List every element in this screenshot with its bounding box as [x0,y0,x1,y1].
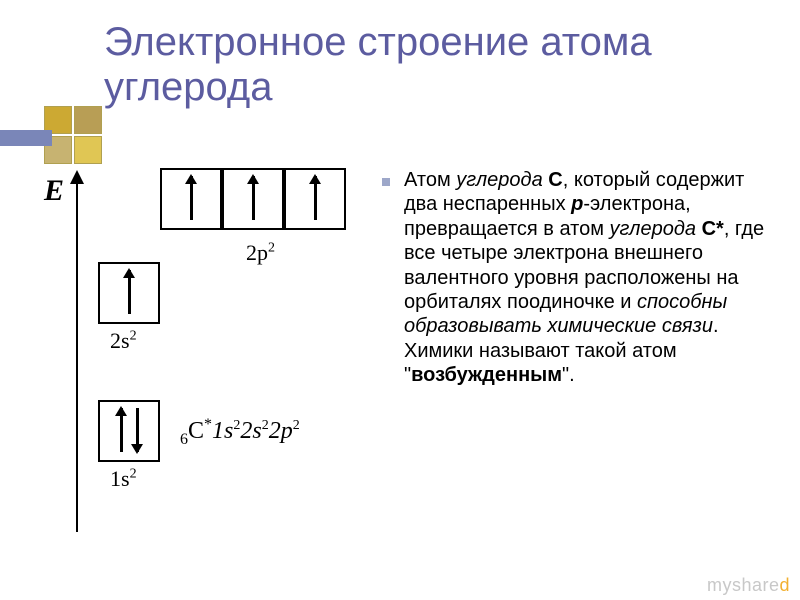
content-area: E 2p2 2s2 1s2 6C*1s22s22p2 Атом углерода C,… [40,168,772,580]
electron-configuration: 6C*1s22s22p2 [180,416,300,449]
energy-diagram: E 2p2 2s2 1s2 6C*1s22s22p2 [40,168,370,580]
slide: Электронное строение атома углерода E 2p… [0,0,800,600]
bullet-text: Атом углерода C, который содержит два не… [404,168,772,388]
bullet-item: Атом углерода C, который содержит два не… [378,168,772,388]
deco-bar [0,130,52,146]
corner-decoration [0,106,104,166]
energy-axis [76,172,78,532]
watermark-accent: d [779,575,790,595]
orbital-label: 1s2 [110,466,137,492]
body-text: Атом углерода C, который содержит два не… [370,168,772,580]
slide-title: Электронное строение атома углерода [104,20,776,110]
orbital-box [98,400,160,462]
bullet-marker-icon [378,174,394,190]
orbital-label: 2s2 [110,328,137,354]
orbital-label: 2p2 [246,240,275,266]
deco-grid [44,106,104,166]
watermark: myshared [707,575,790,596]
watermark-text: myshare [707,575,780,595]
axis-label-E: E [44,174,64,208]
